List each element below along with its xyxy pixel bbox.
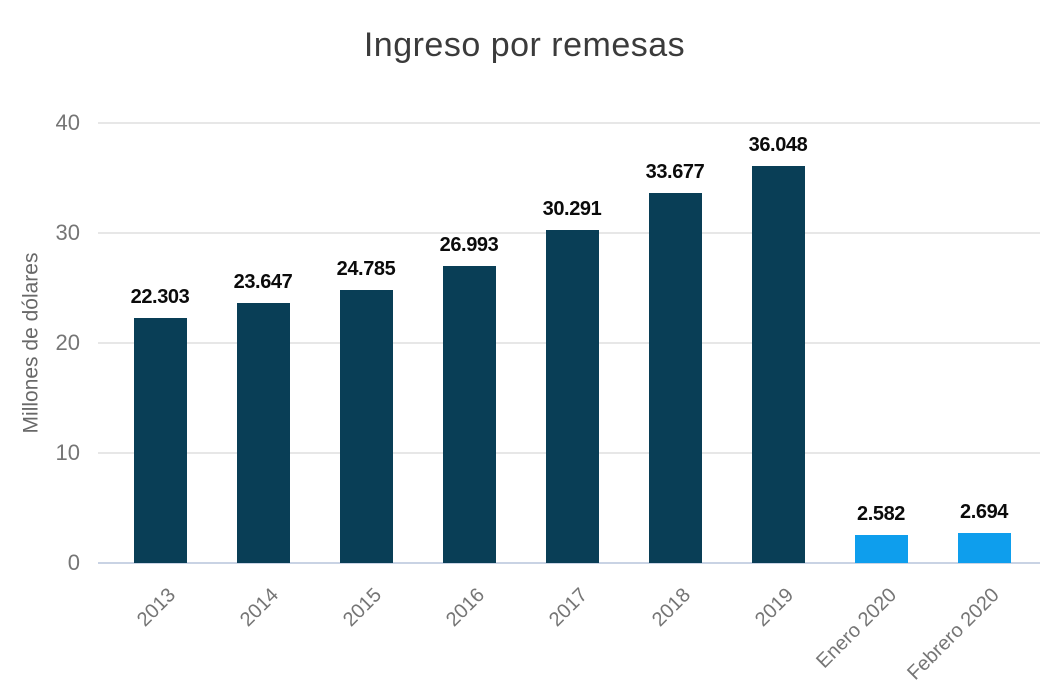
bar-value-label: 26.993 [439, 234, 499, 257]
bar [545, 229, 599, 563]
bar [236, 302, 290, 563]
y-tick-label: 30 [55, 220, 80, 245]
bar-value-label: 36.048 [748, 134, 808, 157]
x-tick-label-text: 2018 [647, 584, 695, 632]
bar [854, 534, 908, 563]
chart-title: Ingreso por remesas [363, 26, 686, 64]
bar-value-label: 2.582 [856, 502, 906, 525]
bar-value-label: 30.291 [542, 197, 602, 220]
y-tick-label: 40 [55, 110, 80, 135]
y-tick-label: 20 [55, 330, 80, 355]
x-tick-label-text: 2015 [338, 584, 386, 632]
bar [957, 533, 1011, 563]
bar [648, 192, 702, 563]
bar [442, 266, 496, 563]
bar [751, 166, 805, 563]
x-tick-label-text: 2017 [544, 584, 592, 632]
bar-value-label: 23.647 [233, 270, 293, 293]
y-tick-label: 0 [67, 550, 80, 575]
bar [339, 290, 393, 563]
x-tick-label-text: 2016 [441, 584, 489, 632]
gridline [98, 122, 1040, 124]
bar-value-label: 2.694 [959, 501, 1009, 524]
bar-value-label: 24.785 [336, 258, 396, 281]
x-tick-label-text: Febrero 2020 [903, 584, 1004, 685]
x-tick-label-text: 2019 [750, 584, 798, 632]
bar-value-label: 33.677 [645, 160, 705, 183]
x-axis-line [98, 562, 1040, 564]
x-tick-label-text: 2014 [235, 584, 283, 632]
x-tick-label-text: Enero 2020 [811, 584, 901, 673]
y-tick-label: 10 [55, 440, 80, 465]
x-tick-label-text: 2013 [132, 584, 180, 632]
bar [133, 317, 187, 563]
bar-value-label: 22.303 [130, 285, 190, 308]
